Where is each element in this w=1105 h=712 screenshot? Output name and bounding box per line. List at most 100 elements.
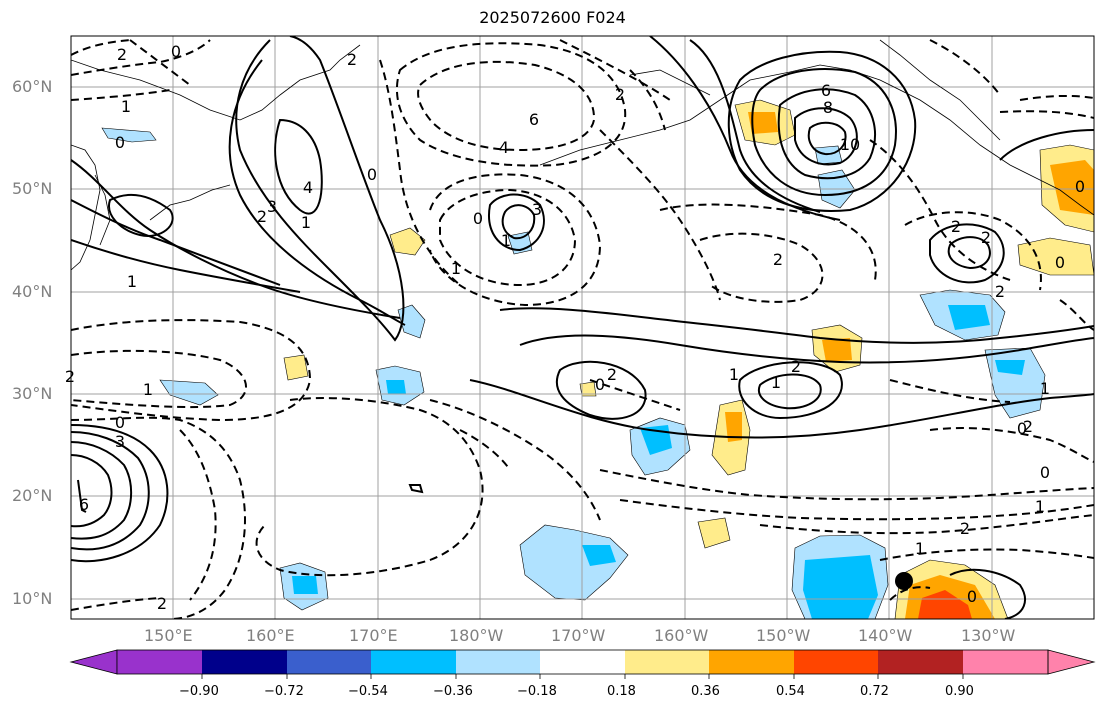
colorbar-bin: [371, 650, 456, 674]
shade-patch: [101, 127, 157, 143]
colorbar-frame: [116, 649, 1049, 675]
lat-label-10n: 10°N: [12, 589, 53, 608]
contour-label: 1: [771, 373, 781, 392]
contour-label: 2: [615, 85, 625, 104]
shade-patch: [803, 555, 878, 619]
colorbar-tick-label: 0.36: [691, 684, 720, 699]
contour-label: 0: [1040, 463, 1050, 482]
contour-label: 1: [1040, 379, 1050, 398]
contour-label: 0: [595, 375, 605, 394]
contour-label: 6: [821, 81, 831, 100]
shade-patch: [292, 576, 318, 594]
contour-label: 1: [143, 380, 153, 399]
contour-label: 6: [529, 110, 539, 129]
lon-label-130w: 130°W: [961, 626, 1016, 645]
shade-patch: [579, 381, 597, 397]
shade-patch: [948, 305, 990, 330]
contour-label: 0: [967, 587, 977, 606]
colorbar-tick-label: 0.72: [860, 684, 889, 699]
contour-label: 1: [127, 272, 137, 291]
colorbar-tick-label: 0.18: [607, 684, 636, 699]
lon-label-170w: 170°W: [551, 626, 606, 645]
contour-label: 2: [981, 228, 991, 247]
lon-label-180w: 180°W: [449, 626, 504, 645]
lon-label-170e: 170°E: [349, 626, 398, 645]
colorbar-extend-high: [1047, 649, 1096, 675]
colorbar-tick-label: −0.72: [264, 684, 304, 699]
contour-label: 2: [773, 250, 783, 269]
plot-frame: [70, 35, 1095, 620]
contour-label: 2: [257, 207, 267, 226]
colorbar-bin: [963, 650, 1048, 674]
colorbar-bin: [709, 650, 794, 674]
contour-label: 1: [451, 259, 461, 278]
contour-label: 3: [532, 200, 542, 219]
contour-label: 1: [915, 539, 925, 558]
contour-label: 1: [121, 97, 131, 116]
contour-label: 0: [367, 165, 377, 184]
colorbar-tick-label: 0.54: [776, 684, 805, 699]
contour-label: 0: [473, 209, 483, 228]
lon-label-160w: 160°W: [654, 626, 709, 645]
contour-label: 3: [115, 432, 125, 451]
contour-label: 3: [267, 197, 277, 216]
lon-label-140w: 140°W: [858, 626, 913, 645]
contour-label: 2: [951, 217, 961, 236]
contour-label: 10: [840, 135, 860, 154]
colorbar-bin: [117, 650, 202, 674]
contour-label: 1: [301, 213, 311, 232]
colorbar-bin: [287, 650, 371, 674]
contours-positive: [71, 36, 1094, 619]
shade-patch: [1017, 237, 1094, 276]
colorbar-tick-label: −0.90: [179, 684, 219, 699]
shade-patch: [397, 304, 426, 339]
contour-label: 2: [995, 282, 1005, 301]
contour-label: 0: [1055, 253, 1065, 272]
contour-label: 2: [157, 594, 167, 613]
location-marker: [895, 572, 913, 590]
contour-label: 2: [607, 365, 617, 384]
colorbar-bin: [625, 650, 709, 674]
lon-label-160e: 160°E: [246, 626, 295, 645]
colorbar-bin: [540, 650, 625, 674]
contour-label: 2: [960, 519, 970, 538]
lat-label-30n: 30°N: [12, 384, 53, 403]
contour-label: 0: [1017, 419, 1027, 438]
gridlines: [71, 36, 1094, 619]
contour-label: 4: [499, 138, 509, 157]
shade-patch: [697, 517, 731, 549]
colorbar-bin: [878, 650, 963, 674]
lat-label-20n: 20°N: [12, 486, 53, 505]
shade-patch: [918, 590, 972, 619]
shade-patch: [822, 338, 852, 362]
colorbar-extend-low: [69, 649, 118, 675]
lat-label-40n: 40°N: [12, 282, 53, 301]
shade-patch: [519, 524, 629, 601]
shade-patch: [1050, 160, 1094, 215]
contour-label: 0: [115, 413, 125, 432]
colorbar-tick-label: −0.18: [517, 684, 557, 699]
colorbar: [69, 649, 1096, 679]
contour-label: 4: [303, 178, 313, 197]
lat-label-60n: 60°N: [12, 77, 53, 96]
map-title: 2025072600 F024: [479, 8, 626, 27]
contour-label: 0: [171, 42, 181, 61]
lon-label-150e: 150°E: [144, 626, 193, 645]
colorbar-bin: [456, 650, 540, 674]
colorbar-tick-label: 0.90: [945, 684, 974, 699]
colorbar-bin: [794, 650, 878, 674]
shade-patch: [725, 412, 742, 442]
contour-label: 0: [1075, 177, 1085, 196]
contour-label: 1: [1035, 497, 1045, 516]
contour-label: 1: [729, 365, 739, 384]
contour-label: 8: [823, 98, 833, 117]
contour-label: 1: [501, 231, 511, 250]
shade-patch: [995, 360, 1025, 375]
contours-negative: [71, 39, 1094, 619]
lon-label-150w: 150°W: [756, 626, 811, 645]
contour-label: 2: [347, 50, 357, 69]
contour-label: 2: [791, 357, 801, 376]
contour-label: 0: [115, 133, 125, 152]
